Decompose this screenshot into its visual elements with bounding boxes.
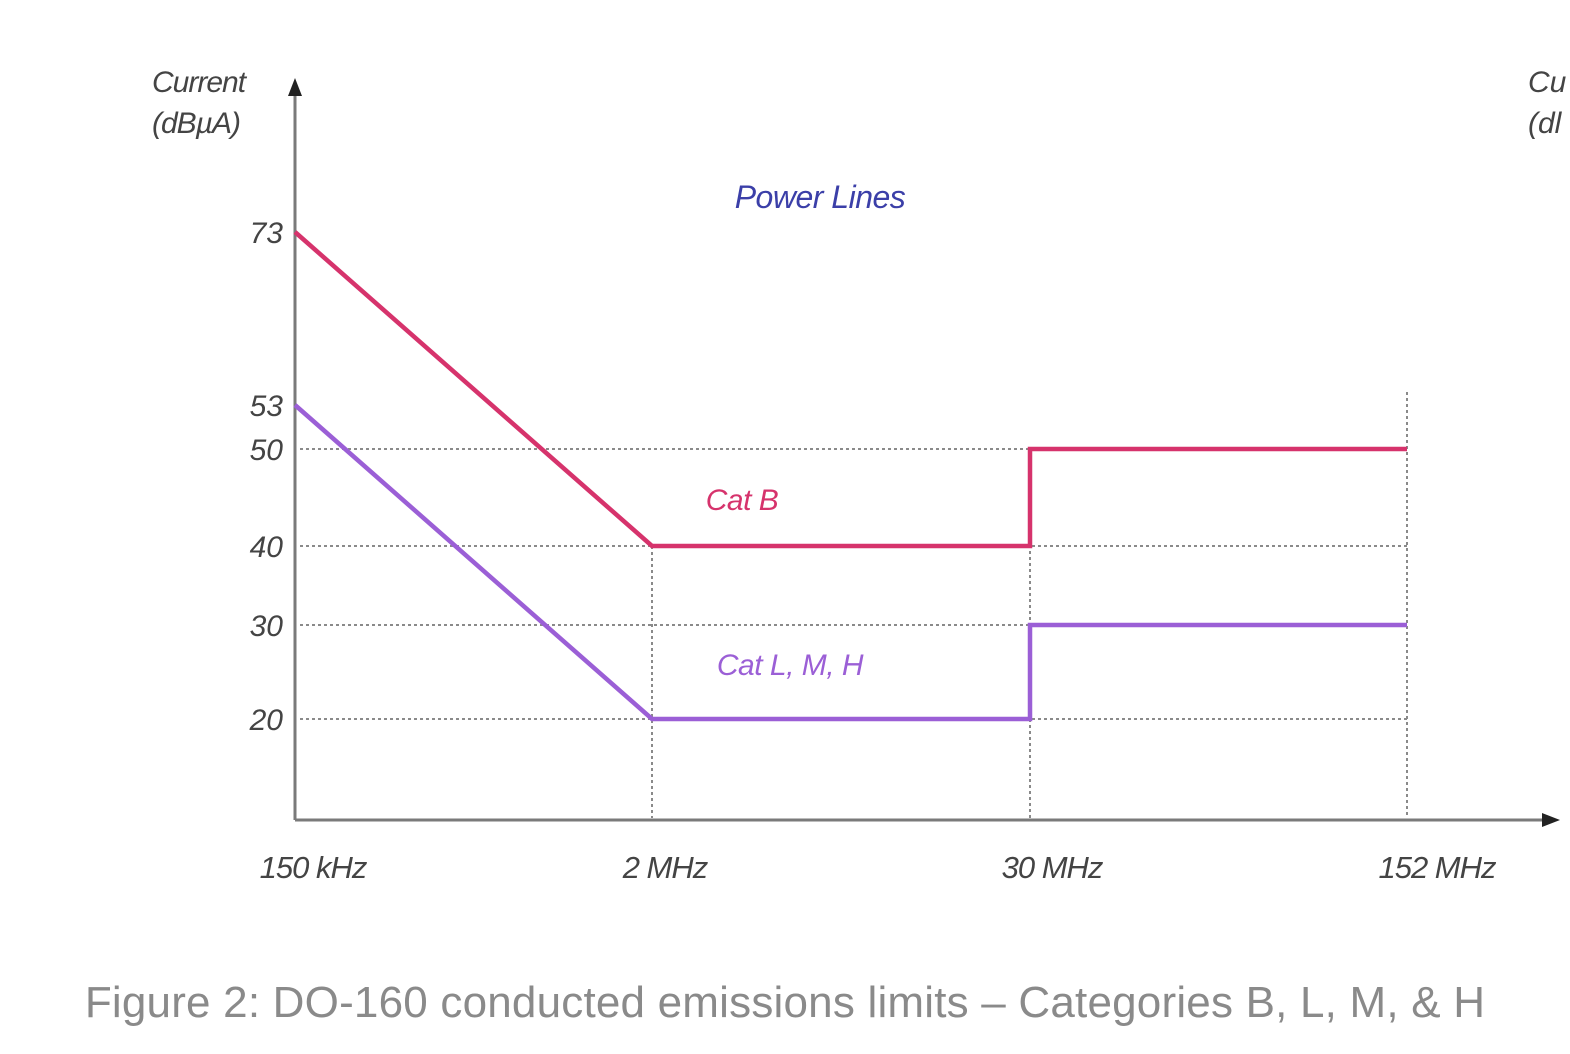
y-tick-label-73: 73	[250, 217, 284, 250]
y-tick-label-20: 20	[249, 704, 284, 737]
y-tick-label-50: 50	[250, 434, 284, 467]
x-tick-label-2-mhz: 2 MHz	[622, 850, 709, 885]
x-tick-label-152-mhz: 152 MHz	[1378, 850, 1497, 885]
x-axis-arrow-icon	[1542, 813, 1560, 827]
y-tick-label-40: 40	[250, 531, 284, 564]
axes	[288, 78, 1560, 827]
series-label-cat-lmh: Cat L, M, H	[717, 649, 864, 682]
y-axis-label-line1: Current	[152, 66, 248, 99]
figure-caption: Figure 2: DO-160 conducted emissions lim…	[84, 978, 1486, 1027]
y-tick-labels: 73 53 50 40 30 20	[249, 217, 284, 737]
series-line-cat-lmh	[293, 403, 1407, 722]
x-tick-label-150-khz: 150 kHz	[260, 850, 368, 885]
y-axis-arrow-icon	[288, 78, 302, 96]
x-tick-labels: 150 kHz 2 MHz 30 MHz 152 MHz	[260, 850, 1498, 885]
series-label-cat-b: Cat B	[706, 484, 779, 517]
series-lines	[293, 230, 1407, 722]
right-y-axis-label-line2: (dl	[1528, 107, 1563, 140]
x-tick-label-30-mhz: 30 MHz	[1002, 850, 1104, 885]
series-line-cat-b	[293, 230, 1407, 549]
y-axis-label-line2: (dBµA)	[152, 107, 240, 140]
y-tick-label-53: 53	[250, 390, 284, 423]
chart-title: Power Lines	[735, 179, 906, 215]
y-tick-label-30: 30	[250, 610, 284, 643]
right-y-axis-label-line1: Cu	[1528, 66, 1567, 99]
grid-lines	[300, 392, 1408, 818]
